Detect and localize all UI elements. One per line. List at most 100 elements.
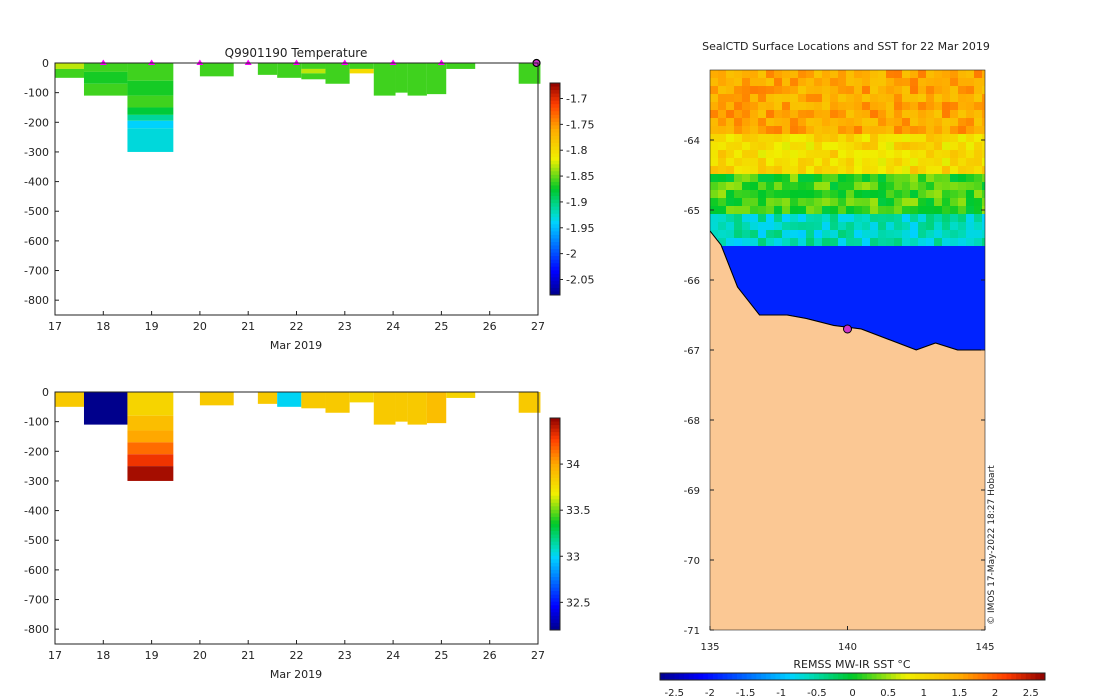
sst-pixel	[878, 278, 887, 287]
sst-pixel	[934, 230, 943, 239]
section-cell	[55, 68, 84, 78]
sst-pixel	[854, 78, 863, 87]
sst-pixel	[774, 94, 783, 103]
x-tick-label: 20	[193, 320, 207, 333]
section-cell	[518, 63, 541, 84]
sst-pixel	[782, 166, 791, 175]
sst-pixel	[798, 102, 807, 111]
sst-colorbar-segment	[814, 673, 820, 680]
colorbar-tick-label: -1.8	[566, 144, 587, 157]
sst-pixel	[918, 342, 927, 351]
sst-pixel	[966, 134, 975, 143]
sst-pixel	[830, 286, 839, 295]
colorbar-segment	[550, 181, 560, 186]
sst-pixel	[870, 134, 879, 143]
sst-pixel	[806, 166, 815, 175]
temperature-panel: Q9901190 Temperature 17 18 19 20 21 22 23 24 25 2…	[24, 46, 594, 352]
section-cell	[83, 392, 128, 425]
sst-pixel	[750, 214, 759, 223]
sst-pixel	[830, 318, 839, 327]
sst-pixel	[806, 246, 815, 255]
sst-pixel	[982, 278, 985, 287]
sst-pixel	[926, 118, 935, 127]
section-cell	[395, 63, 408, 93]
sst-pixel	[966, 110, 975, 119]
section-cell	[199, 63, 234, 77]
sst-pixel	[862, 102, 871, 111]
sst-pixel	[966, 102, 975, 111]
sst-pixel	[894, 198, 903, 207]
sst-pixel	[822, 206, 831, 215]
sst-pixel	[774, 214, 783, 223]
sst-pixel	[958, 238, 967, 247]
sst-pixel	[902, 278, 911, 287]
sst-pixel	[862, 126, 871, 135]
sst-pixel	[910, 318, 919, 327]
sst-pixel	[926, 174, 935, 183]
sst-pixel	[982, 126, 985, 135]
sst-pixel	[790, 78, 799, 87]
sst-pixel	[910, 214, 919, 223]
sst-pixel	[926, 110, 935, 119]
sst-pixel	[910, 254, 919, 263]
sst-pixel	[894, 78, 903, 87]
sst-pixel	[766, 206, 775, 215]
x-tick-label: 20	[193, 649, 207, 662]
sst-pixel	[878, 158, 887, 167]
sst-pixel	[766, 190, 775, 199]
sst-pixel	[734, 246, 743, 255]
sst-pixel	[734, 158, 743, 167]
sst-pixel	[934, 182, 943, 191]
section-cell	[301, 63, 326, 69]
sst-pixel	[974, 134, 983, 143]
sst-pixel	[910, 134, 919, 143]
sst-pixel	[790, 222, 799, 231]
sst-pixel	[918, 334, 927, 343]
sst-field	[710, 70, 985, 367]
sst-pixel	[894, 118, 903, 127]
sst-pixel	[942, 254, 951, 263]
sst-pixel	[766, 254, 775, 263]
sst-pixel	[758, 262, 767, 271]
sst-pixel	[982, 118, 985, 127]
sst-pixel	[766, 270, 775, 279]
sst-pixel	[934, 70, 943, 79]
sst-pixel	[806, 142, 815, 151]
sst-pixel	[838, 302, 847, 311]
sst-colorbar-segment	[1001, 673, 1007, 680]
colorbar-segment	[550, 143, 560, 148]
sst-pixel	[942, 310, 951, 319]
sst-pixel	[942, 302, 951, 311]
section-cell	[395, 392, 408, 422]
sst-pixel	[782, 230, 791, 239]
sst-pixel	[822, 230, 831, 239]
sst-pixel	[878, 150, 887, 159]
sst-pixel	[958, 110, 967, 119]
sst-pixel	[982, 246, 985, 255]
sst-pixel	[742, 86, 751, 95]
sst-pixel	[830, 102, 839, 111]
sst-pixel	[886, 238, 895, 247]
sst-colorbar-segment	[900, 673, 906, 680]
sst-pixel	[774, 238, 783, 247]
sst-colorbar-segment	[660, 673, 666, 680]
sst-pixel	[758, 174, 767, 183]
colorbar-tick-label: 32.5	[566, 596, 591, 609]
sst-pixel	[822, 302, 831, 311]
sst-pixel	[838, 142, 847, 151]
sst-pixel	[886, 302, 895, 311]
sst-pixel	[862, 318, 871, 327]
sst-pixel	[878, 198, 887, 207]
sst-colorbar-segment	[910, 673, 916, 680]
sst-pixel	[934, 94, 943, 103]
sst-pixel	[966, 70, 975, 79]
sst-pixel	[950, 286, 959, 295]
sst-pixel	[950, 326, 959, 335]
colorbar-segment	[550, 555, 560, 560]
colorbar-segment	[550, 128, 560, 133]
sst-pixel	[766, 230, 775, 239]
sst-pixel	[830, 70, 839, 79]
sst-pixel	[750, 238, 759, 247]
sst-colorbar-segment	[1020, 673, 1027, 680]
sst-pixel	[862, 326, 871, 335]
